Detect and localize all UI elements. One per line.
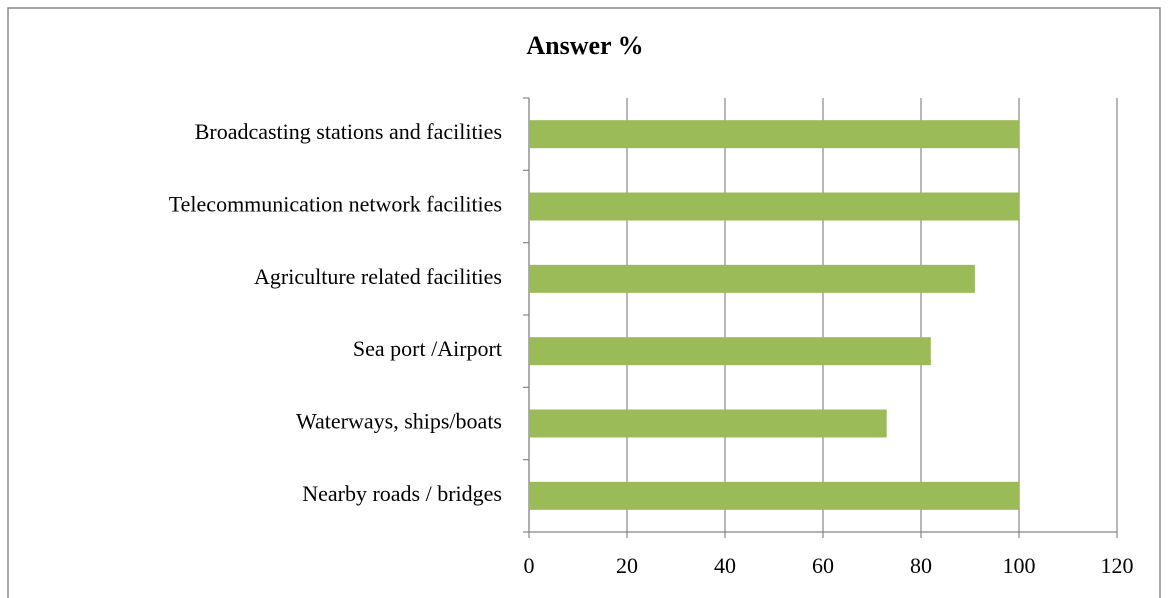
x-tick-label: 60 xyxy=(812,553,834,578)
y-tick-label: Sea port /Airport xyxy=(353,336,502,361)
bar xyxy=(529,481,1019,510)
y-tick-label: Waterways, ships/boats xyxy=(296,409,502,434)
x-tick-label: 20 xyxy=(616,553,638,578)
y-tick-label: Agriculture related facilities xyxy=(254,264,502,289)
bar xyxy=(529,120,1019,149)
chart-title: Answer % xyxy=(526,31,643,60)
x-tick-label: 80 xyxy=(910,553,932,578)
bar xyxy=(529,409,887,438)
bar xyxy=(529,192,1019,221)
x-tick-label: 100 xyxy=(1003,553,1036,578)
bar xyxy=(529,337,931,366)
y-tick-label: Nearby roads / bridges xyxy=(302,481,502,506)
x-tick-label: 40 xyxy=(714,553,736,578)
x-tick-label: 0 xyxy=(524,553,535,578)
bar xyxy=(529,264,975,293)
x-tick-label: 120 xyxy=(1101,553,1134,578)
y-tick-label: Telecommunication network facilities xyxy=(169,192,502,217)
y-tick-label: Broadcasting stations and facilities xyxy=(195,119,502,144)
